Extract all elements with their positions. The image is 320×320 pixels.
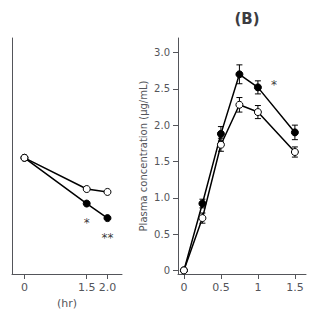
svg-text:0.5: 0.5 <box>154 229 170 240</box>
svg-text:0: 0 <box>164 265 170 276</box>
svg-text:3.0: 3.0 <box>154 47 170 58</box>
svg-text:2.0: 2.0 <box>154 120 170 131</box>
svg-text:1.5: 1.5 <box>78 281 96 294</box>
svg-text:0: 0 <box>21 281 28 294</box>
svg-text:1: 1 <box>254 281 261 294</box>
svg-text:2.0: 2.0 <box>99 281 117 294</box>
svg-text:1.5: 1.5 <box>286 281 304 294</box>
svg-text:0: 0 <box>180 281 187 294</box>
svg-text:**: ** <box>101 231 113 245</box>
svg-text:1.5: 1.5 <box>154 156 170 167</box>
svg-text:Plasma concentration (μg/mL): Plasma concentration (μg/mL) <box>138 80 149 231</box>
svg-text:0.5: 0.5 <box>212 281 230 294</box>
svg-text:1.0: 1.0 <box>154 192 170 203</box>
svg-text:(B): (B) <box>234 10 259 28</box>
svg-text:*: * <box>84 216 90 230</box>
svg-text:2.5: 2.5 <box>154 83 170 94</box>
svg-text:*: * <box>271 78 277 92</box>
svg-text:(hr): (hr) <box>57 297 77 310</box>
